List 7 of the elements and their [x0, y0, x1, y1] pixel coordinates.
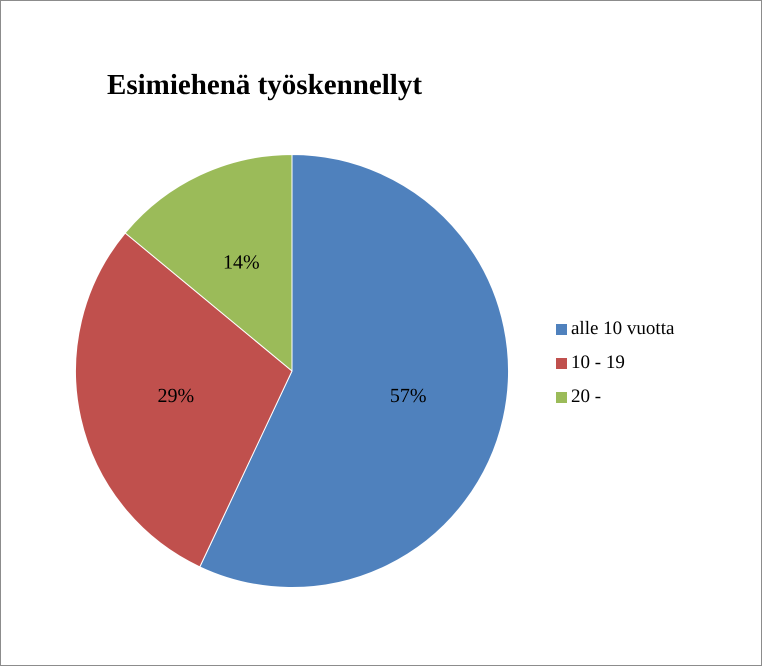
- data-label: 14%: [222, 252, 260, 274]
- data-label: 29%: [157, 385, 194, 408]
- legend-label: 10 - 19: [571, 352, 625, 374]
- chart-title: Esimiehenä työskennellyt: [107, 69, 422, 102]
- legend-label: alle 10 vuotta: [571, 318, 674, 340]
- data-label: 57%: [390, 385, 427, 408]
- legend-label: 20 -: [571, 386, 602, 408]
